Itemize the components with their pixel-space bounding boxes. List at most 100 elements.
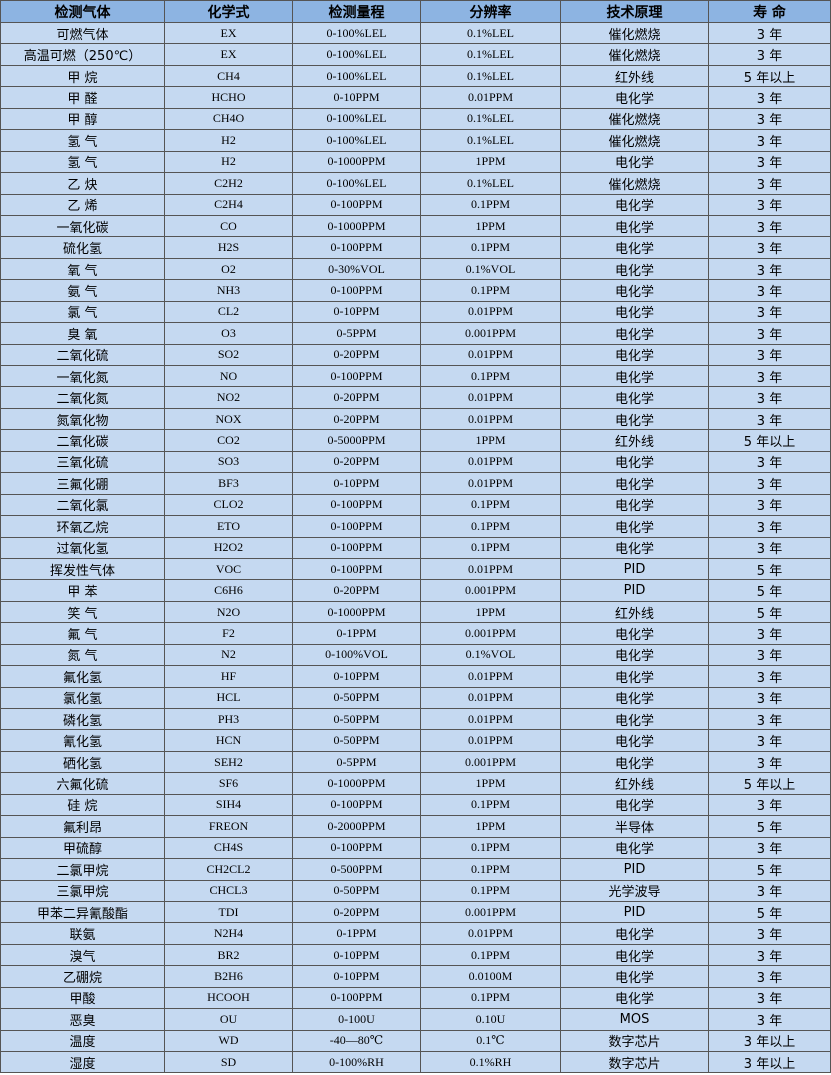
gas-cell: 二氧化氮 <box>0 386 165 409</box>
resolution-cell: 1PPM <box>420 429 561 452</box>
principle-cell: 电化学 <box>560 343 709 367</box>
lifespan-cell: 3 年以上 <box>708 1050 831 1074</box>
range-cell: 0-5PPM <box>292 750 421 774</box>
range-cell: 0-20PPM <box>292 407 421 431</box>
table-row: 可燃气体 EX 0-100%LEL 0.1%LEL 催化燃烧 3 年 <box>0 21 831 45</box>
principle-cell: 电化学 <box>560 407 709 431</box>
gas-cell: 二氧化氯 <box>0 493 165 517</box>
principle-cell: 光学波导 <box>560 879 709 902</box>
formula-cell: CO2 <box>164 429 293 452</box>
formula-cell: FREON <box>164 815 293 838</box>
gas-cell: 三氟化硼 <box>0 472 165 495</box>
formula-cell: SF6 <box>164 772 293 795</box>
gas-cell: 甲 烷 <box>0 64 165 88</box>
gas-cell: 甲酸 <box>0 986 165 1010</box>
principle-cell: 红外线 <box>560 64 709 88</box>
principle-cell: 电化学 <box>560 515 709 538</box>
gas-cell: 二氧化硫 <box>0 343 165 367</box>
principle-cell: 电化学 <box>560 750 709 774</box>
table-row: 乙硼烷 B2H6 0-10PPM 0.0100M 电化学 3 年 <box>0 965 831 988</box>
range-cell: 0-1000PPM <box>292 600 421 624</box>
resolution-cell: 1PPM <box>420 600 561 624</box>
formula-cell: C2H4 <box>164 193 293 216</box>
gas-cell: 硅 烷 <box>0 793 165 817</box>
principle-cell: 电化学 <box>560 386 709 409</box>
formula-cell: N2H4 <box>164 922 293 945</box>
resolution-cell: 0.01PPM <box>420 343 561 367</box>
formula-cell: HCHO <box>164 86 293 109</box>
principle-cell: 电化学 <box>560 922 709 945</box>
table-row: 二氧化碳 CO2 0-5000PPM 1PPM 红外线 5 年以上 <box>0 429 831 452</box>
resolution-cell: 0.0100M <box>420 965 561 988</box>
gas-cell: 乙 炔 <box>0 172 165 195</box>
resolution-cell: 0.1PPM <box>420 836 561 860</box>
formula-cell: F2 <box>164 622 293 645</box>
table-row: 氰化氢 HCN 0-50PPM 0.01PPM 电化学 3 年 <box>0 729 831 752</box>
table-row: 过氧化氢 H2O2 0-100PPM 0.1PPM 电化学 3 年 <box>0 536 831 559</box>
resolution-cell: 1PPM <box>420 150 561 174</box>
table-row: 温度 WD -40—80℃ 0.1℃ 数字芯片 3 年以上 <box>0 1029 831 1053</box>
lifespan-cell: 3 年 <box>708 965 831 988</box>
gas-cell: 甲 苯 <box>0 579 165 602</box>
range-cell: 0-5000PPM <box>292 429 421 452</box>
range-cell: 0-100PPM <box>292 557 421 581</box>
range-cell: 0-10PPM <box>292 86 421 109</box>
resolution-cell: 0.1%LEL <box>420 172 561 195</box>
principle-cell: 红外线 <box>560 600 709 624</box>
table-row: 甲 醇 CH4O 0-100%LEL 0.1%LEL 催化燃烧 3 年 <box>0 107 831 131</box>
gas-cell: 氢 气 <box>0 150 165 174</box>
gas-cell: 环氧乙烷 <box>0 515 165 538</box>
header-range: 检测量程 <box>292 0 421 23</box>
gas-cell: 磷化氢 <box>0 707 165 731</box>
range-cell: 0-1000PPM <box>292 772 421 795</box>
range-cell: 0-100%VOL <box>292 643 421 667</box>
range-cell: 0-1000PPM <box>292 214 421 238</box>
lifespan-cell: 3 年 <box>708 793 831 817</box>
lifespan-cell: 3 年 <box>708 472 831 495</box>
principle-cell: PID <box>560 900 709 924</box>
table-row: 甲苯二异氰酸酯 TDI 0-20PPM 0.001PPM PID 5 年 <box>0 900 831 924</box>
principle-cell: 电化学 <box>560 622 709 645</box>
range-cell: 0-1PPM <box>292 922 421 945</box>
formula-cell: HCL <box>164 686 293 710</box>
table-body: 可燃气体 EX 0-100%LEL 0.1%LEL 催化燃烧 3 年高温可燃（250℃） E… <box>0 21 831 1074</box>
resolution-cell: 0.1PPM <box>420 943 561 967</box>
formula-cell: NO <box>164 364 293 388</box>
formula-cell: CHCL3 <box>164 879 293 902</box>
principle-cell: 电化学 <box>560 729 709 752</box>
lifespan-cell: 5 年 <box>708 858 831 881</box>
table-row: 甲酸 HCOOH 0-100PPM 0.1PPM 电化学 3 年 <box>0 986 831 1010</box>
resolution-cell: 1PPM <box>420 815 561 838</box>
formula-cell: HCOOH <box>164 986 293 1010</box>
resolution-cell: 0.01PPM <box>420 407 561 431</box>
principle-cell: 电化学 <box>560 279 709 302</box>
principle-cell: 电化学 <box>560 643 709 667</box>
range-cell: 0-50PPM <box>292 707 421 731</box>
lifespan-cell: 3 年 <box>708 707 831 731</box>
resolution-cell: 0.1%LEL <box>420 21 561 45</box>
gas-cell: 硒化氢 <box>0 750 165 774</box>
formula-cell: SO2 <box>164 343 293 367</box>
lifespan-cell: 3 年 <box>708 150 831 174</box>
principle-cell: 电化学 <box>560 236 709 259</box>
principle-cell: 电化学 <box>560 257 709 281</box>
range-cell: 0-100PPM <box>292 515 421 538</box>
range-cell: 0-500PPM <box>292 858 421 881</box>
resolution-cell: 0.01PPM <box>420 665 561 688</box>
resolution-cell: 0.1%VOL <box>420 257 561 281</box>
resolution-cell: 0.1PPM <box>420 236 561 259</box>
formula-cell: CL2 <box>164 300 293 324</box>
formula-cell: CLO2 <box>164 493 293 517</box>
resolution-cell: 0.01PPM <box>420 386 561 409</box>
formula-cell: TDI <box>164 900 293 924</box>
range-cell: 0-100PPM <box>292 836 421 860</box>
gas-cell: 甲 醇 <box>0 107 165 131</box>
principle-cell: PID <box>560 557 709 581</box>
table-row: 甲 烷 CH4 0-100%LEL 0.1%LEL 红外线 5 年以上 <box>0 64 831 88</box>
lifespan-cell: 3 年 <box>708 107 831 131</box>
header-lifespan: 寿 命 <box>708 0 831 23</box>
table-row: 氢 气 H2 0-100%LEL 0.1%LEL 催化燃烧 3 年 <box>0 129 831 152</box>
lifespan-cell: 5 年 <box>708 557 831 581</box>
formula-cell: PH3 <box>164 707 293 731</box>
formula-cell: O2 <box>164 257 293 281</box>
